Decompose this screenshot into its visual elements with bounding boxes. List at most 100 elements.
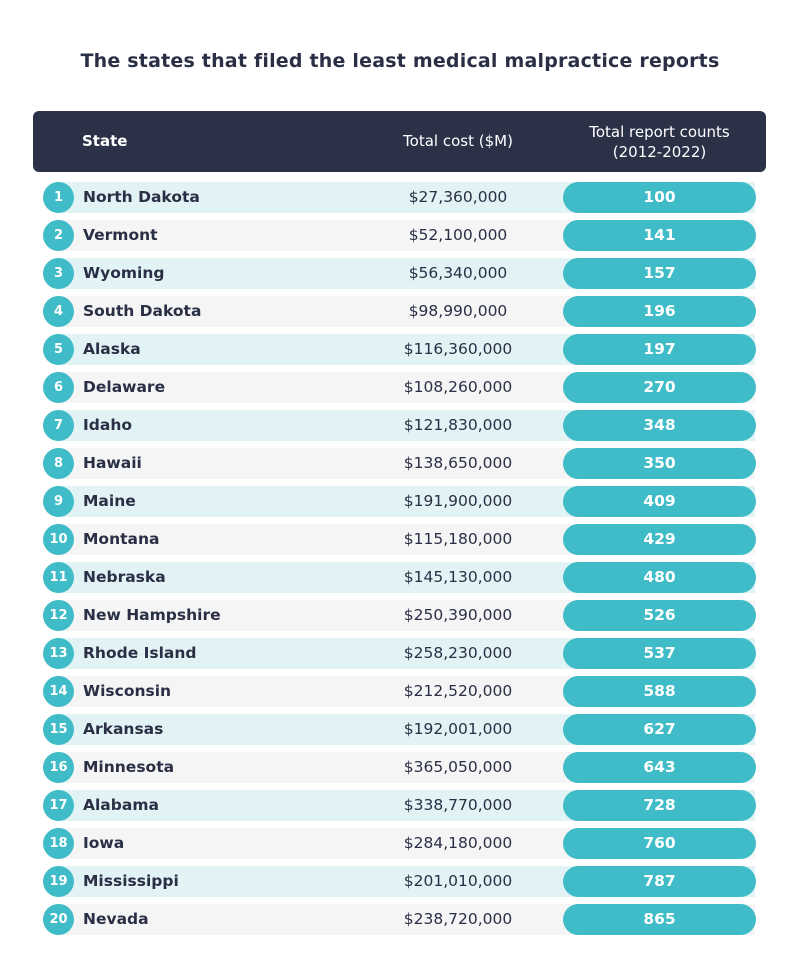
state-name: Alaska [83, 340, 141, 358]
rank-badge: 8 [43, 448, 74, 479]
report-count-pill: 100 [563, 182, 756, 213]
total-cost: $27,360,000 [408, 188, 508, 206]
total-cost: $191,900,000 [403, 492, 513, 510]
table-row: 17 Alabama $338,770,000 728 [0, 787, 800, 825]
rank-badge: 11 [43, 562, 74, 593]
state-name: Iowa [83, 834, 125, 852]
total-cost: $284,180,000 [403, 834, 513, 852]
table-row: 19 Mississippi $201,010,000 787 [0, 863, 800, 901]
total-cost: $56,340,000 [408, 264, 508, 282]
table-row: 13 Rhode Island $258,230,000 537 [0, 635, 800, 673]
state-name: Maine [83, 492, 136, 510]
total-cost: $201,010,000 [403, 872, 513, 890]
state-name: Nebraska [83, 568, 166, 586]
table-row: 2 Vermont $52,100,000 141 [0, 217, 800, 255]
state-name: Montana [83, 530, 160, 548]
report-count-pill: 627 [563, 714, 756, 745]
total-cost: $98,990,000 [408, 302, 508, 320]
total-cost: $115,180,000 [403, 530, 513, 548]
table-row: 8 Hawaii $138,650,000 350 [0, 445, 800, 483]
total-cost: $52,100,000 [408, 226, 508, 244]
table-row: 16 Minnesota $365,050,000 643 [0, 749, 800, 787]
total-cost: $121,830,000 [403, 416, 513, 434]
header-report-counts: Total report counts (2012-2022) [563, 111, 756, 172]
state-name: Wisconsin [83, 682, 172, 700]
state-name: Mississippi [83, 872, 179, 890]
report-count-pill: 270 [563, 372, 756, 403]
total-cost: $258,230,000 [403, 644, 513, 662]
rank-badge: 13 [43, 638, 74, 669]
state-name: Rhode Island [83, 644, 197, 662]
rank-badge: 15 [43, 714, 74, 745]
rank-badge: 4 [43, 296, 74, 327]
header-report-counts-line1: Total report counts [589, 122, 730, 141]
table-row: 14 Wisconsin $212,520,000 588 [0, 673, 800, 711]
rank-badge: 9 [43, 486, 74, 517]
total-cost: $116,360,000 [403, 340, 513, 358]
rank-badge: 3 [43, 258, 74, 289]
report-count-pill: 350 [563, 448, 756, 479]
rank-badge: 18 [43, 828, 74, 859]
state-name: Delaware [83, 378, 166, 396]
table-header: State Total cost ($M) Total report count… [33, 111, 766, 172]
chart-title: The states that filed the least medical … [80, 50, 720, 72]
report-count-pill: 409 [563, 486, 756, 517]
report-count-pill: 196 [563, 296, 756, 327]
rank-badge: 17 [43, 790, 74, 821]
state-name: Alabama [83, 796, 159, 814]
report-count-pill: 760 [563, 828, 756, 859]
header-total-cost: Total cost ($M) [403, 132, 513, 150]
state-name: Hawaii [83, 454, 142, 472]
table-row: 6 Delaware $108,260,000 270 [0, 369, 800, 407]
rank-badge: 19 [43, 866, 74, 897]
state-name: North Dakota [83, 188, 200, 206]
state-name: Minnesota [83, 758, 175, 776]
state-name: Nevada [83, 910, 149, 928]
state-name: Idaho [83, 416, 133, 434]
rank-badge: 20 [43, 904, 74, 935]
rank-badge: 7 [43, 410, 74, 441]
rank-badge: 5 [43, 334, 74, 365]
table-row: 7 Idaho $121,830,000 348 [0, 407, 800, 445]
table-row: 4 South Dakota $98,990,000 196 [0, 293, 800, 331]
state-name: Arkansas [83, 720, 164, 738]
table-row: 11 Nebraska $145,130,000 480 [0, 559, 800, 597]
total-cost: $108,260,000 [403, 378, 513, 396]
report-count-pill: 480 [563, 562, 756, 593]
report-count-pill: 348 [563, 410, 756, 441]
state-name: South Dakota [83, 302, 202, 320]
report-count-pill: 728 [563, 790, 756, 821]
rank-badge: 16 [43, 752, 74, 783]
total-cost: $250,390,000 [403, 606, 513, 624]
report-count-pill: 141 [563, 220, 756, 251]
rank-badge: 2 [43, 220, 74, 251]
total-cost: $145,130,000 [403, 568, 513, 586]
rank-badge: 10 [43, 524, 74, 555]
header-report-counts-line2: (2012-2022) [612, 142, 707, 161]
rank-badge: 12 [43, 600, 74, 631]
table-row: 18 Iowa $284,180,000 760 [0, 825, 800, 863]
table-row: 3 Wyoming $56,340,000 157 [0, 255, 800, 293]
state-name: Wyoming [83, 264, 165, 282]
report-count-pill: 157 [563, 258, 756, 289]
total-cost: $338,770,000 [403, 796, 513, 814]
table-row: 9 Maine $191,900,000 409 [0, 483, 800, 521]
state-name: New Hampshire [83, 606, 221, 624]
report-count-pill: 526 [563, 600, 756, 631]
table-row: 20 Nevada $238,720,000 865 [0, 901, 800, 939]
report-count-pill: 643 [563, 752, 756, 783]
state-name: Vermont [83, 226, 158, 244]
table-row: 5 Alaska $116,360,000 197 [0, 331, 800, 369]
total-cost: $212,520,000 [403, 682, 513, 700]
total-cost: $238,720,000 [403, 910, 513, 928]
table-row: 1 North Dakota $27,360,000 100 [0, 179, 800, 217]
report-count-pill: 865 [563, 904, 756, 935]
report-count-pill: 787 [563, 866, 756, 897]
table-row: 15 Arkansas $192,001,000 627 [0, 711, 800, 749]
total-cost: $138,650,000 [403, 454, 513, 472]
header-state: State [82, 132, 128, 150]
report-count-pill: 429 [563, 524, 756, 555]
total-cost: $192,001,000 [403, 720, 513, 738]
report-count-pill: 197 [563, 334, 756, 365]
table-row: 10 Montana $115,180,000 429 [0, 521, 800, 559]
